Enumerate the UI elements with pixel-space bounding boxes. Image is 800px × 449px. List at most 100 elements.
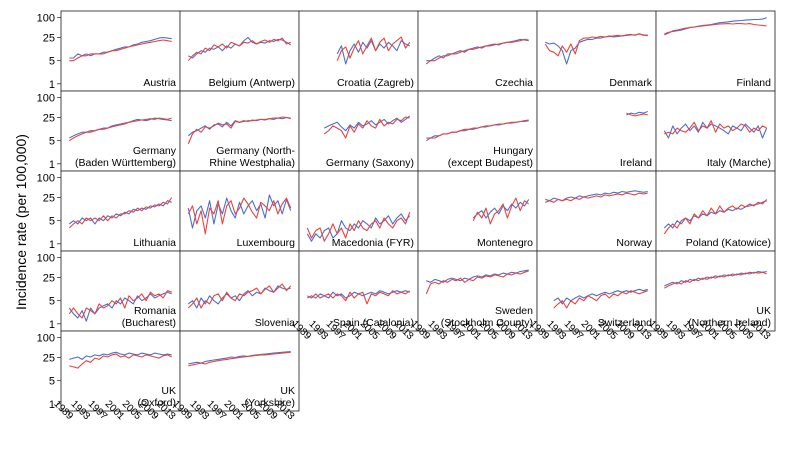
panel-label: Montenegro: [477, 237, 533, 249]
red-series-line: [664, 23, 767, 36]
panel-frame: [60, 250, 181, 332]
panel-frame: [417, 90, 538, 172]
panel-label: Spain (Catalonia): [333, 317, 414, 329]
panel-label: (Northern Ireland): [688, 317, 771, 329]
panel-frame: [536, 10, 657, 92]
panel-label: Lithuania: [133, 237, 176, 249]
panel: 1 5 25 100 Austria: [37, 10, 181, 92]
red-series-line: [626, 112, 648, 117]
red-series-line: [307, 290, 411, 305]
panel-frame: [60, 10, 181, 92]
blue-series-line: [663, 121, 768, 139]
panel: 1 5 25 100 Romania(Bucharest): [37, 250, 181, 332]
y-tick-label: 5: [49, 136, 55, 148]
panel-label: Austria: [143, 77, 176, 89]
blue-series-line: [664, 270, 767, 287]
panel: Norway: [536, 170, 657, 252]
red-series-line: [187, 37, 291, 62]
panel: Germany (North-Rhine Westphalia): [179, 90, 300, 172]
panel-label: (Baden Württemberg): [75, 157, 176, 169]
panel-frame: [536, 90, 657, 172]
y-tick-label: 1: [49, 79, 55, 91]
panel-label: Ireland: [620, 157, 652, 169]
y-tick-label: 1: [49, 319, 55, 331]
y-tick-label: 100: [37, 173, 55, 185]
panel-label: Germany (Saxony): [326, 157, 414, 169]
panel-label: Italy (Marche): [707, 157, 771, 169]
red-series-line: [425, 38, 529, 65]
panel-label: Luxembourg: [237, 237, 296, 249]
blue-series-line: [426, 269, 529, 283]
y-tick-label: 5: [49, 296, 55, 308]
blue-series-line: [426, 38, 529, 62]
panel-label: Rhine Westphalia): [209, 157, 295, 169]
y-tick-label: 1: [49, 159, 55, 171]
panel: Luxembourg: [179, 170, 300, 252]
blue-series-line: [69, 36, 172, 59]
red-series-line: [69, 353, 172, 369]
panel-label: (Bucharest): [122, 317, 176, 329]
panel-frame: [298, 170, 419, 252]
panel-label: (Yorkshire): [245, 397, 295, 409]
blue-series-line: [472, 199, 530, 219]
red-series-line: [187, 116, 291, 145]
panel-label: Sweden: [495, 305, 533, 317]
panel-label: UK: [161, 385, 176, 397]
y-axis-label: Incidence rate (per 100,000): [13, 134, 29, 310]
y-tick-label: 100: [37, 93, 55, 105]
red-series-line: [544, 33, 648, 57]
panel: Ireland: [536, 90, 657, 172]
blue-series-line: [626, 110, 648, 116]
red-series-line: [545, 192, 648, 203]
red-series-line: [426, 120, 529, 142]
panel-frame: [655, 250, 776, 332]
panel: Poland (Katowice): [655, 170, 776, 252]
red-series-line: [664, 120, 767, 135]
red-series-line: [664, 271, 767, 289]
panel-label: Poland (Katowice): [686, 237, 771, 249]
panel: Montenegro: [417, 170, 538, 252]
panel-label: (Stockholm County): [441, 317, 533, 329]
y-tick-label: 25: [43, 113, 55, 125]
panel: Belgium (Antwerp): [179, 10, 300, 92]
blue-series-line: [324, 115, 411, 132]
panel-label: (Oxford): [137, 397, 176, 409]
panel: 1989199319972001200520092013Sweden(Stock…: [408, 250, 538, 342]
panel-frame: [179, 330, 300, 412]
red-series-line: [323, 116, 410, 139]
panel-label: Denmark: [609, 77, 652, 89]
panel: Denmark: [536, 10, 657, 92]
blue-series-line: [68, 291, 172, 322]
red-series-line: [68, 197, 173, 229]
blue-series-line: [188, 350, 291, 365]
y-tick-label: 5: [49, 56, 55, 68]
panel-frame: [60, 90, 181, 172]
panel: 1989199319972001200520092013UK(Northern …: [646, 250, 776, 342]
panel-label: (except Budapest): [448, 157, 533, 169]
panel: Finland: [655, 10, 776, 92]
panel-frame: [536, 170, 657, 252]
panel-label: Hungary: [493, 145, 533, 157]
panel: Croatia (Zagreb): [298, 10, 419, 92]
y-tick-label: 100: [37, 333, 55, 345]
red-series-line: [188, 351, 291, 367]
red-series-line: [663, 199, 768, 235]
panel-label: Switzerland: [598, 317, 652, 329]
panel: 1 5 25 100 Germany(Baden Württemberg): [37, 90, 181, 172]
panel-label: Norway: [616, 237, 652, 249]
red-series-line: [472, 197, 530, 225]
red-series-line: [553, 290, 648, 309]
blue-series-line: [306, 213, 411, 242]
red-series-line: [187, 197, 292, 235]
panel-label: Belgium (Antwerp): [209, 77, 295, 89]
blue-series-line: [664, 17, 767, 35]
panel-label: Croatia (Zagreb): [337, 77, 414, 89]
panel-label: Slovenia: [255, 317, 295, 329]
panel-label: UK: [280, 385, 295, 397]
panel: Slovenia: [179, 250, 300, 332]
panel: Germany (Saxony): [298, 90, 419, 172]
panel-label: Romania: [134, 305, 176, 317]
panel: Czechia: [417, 10, 538, 92]
y-tick-label: 25: [43, 193, 55, 205]
panel-frame: [417, 170, 538, 252]
